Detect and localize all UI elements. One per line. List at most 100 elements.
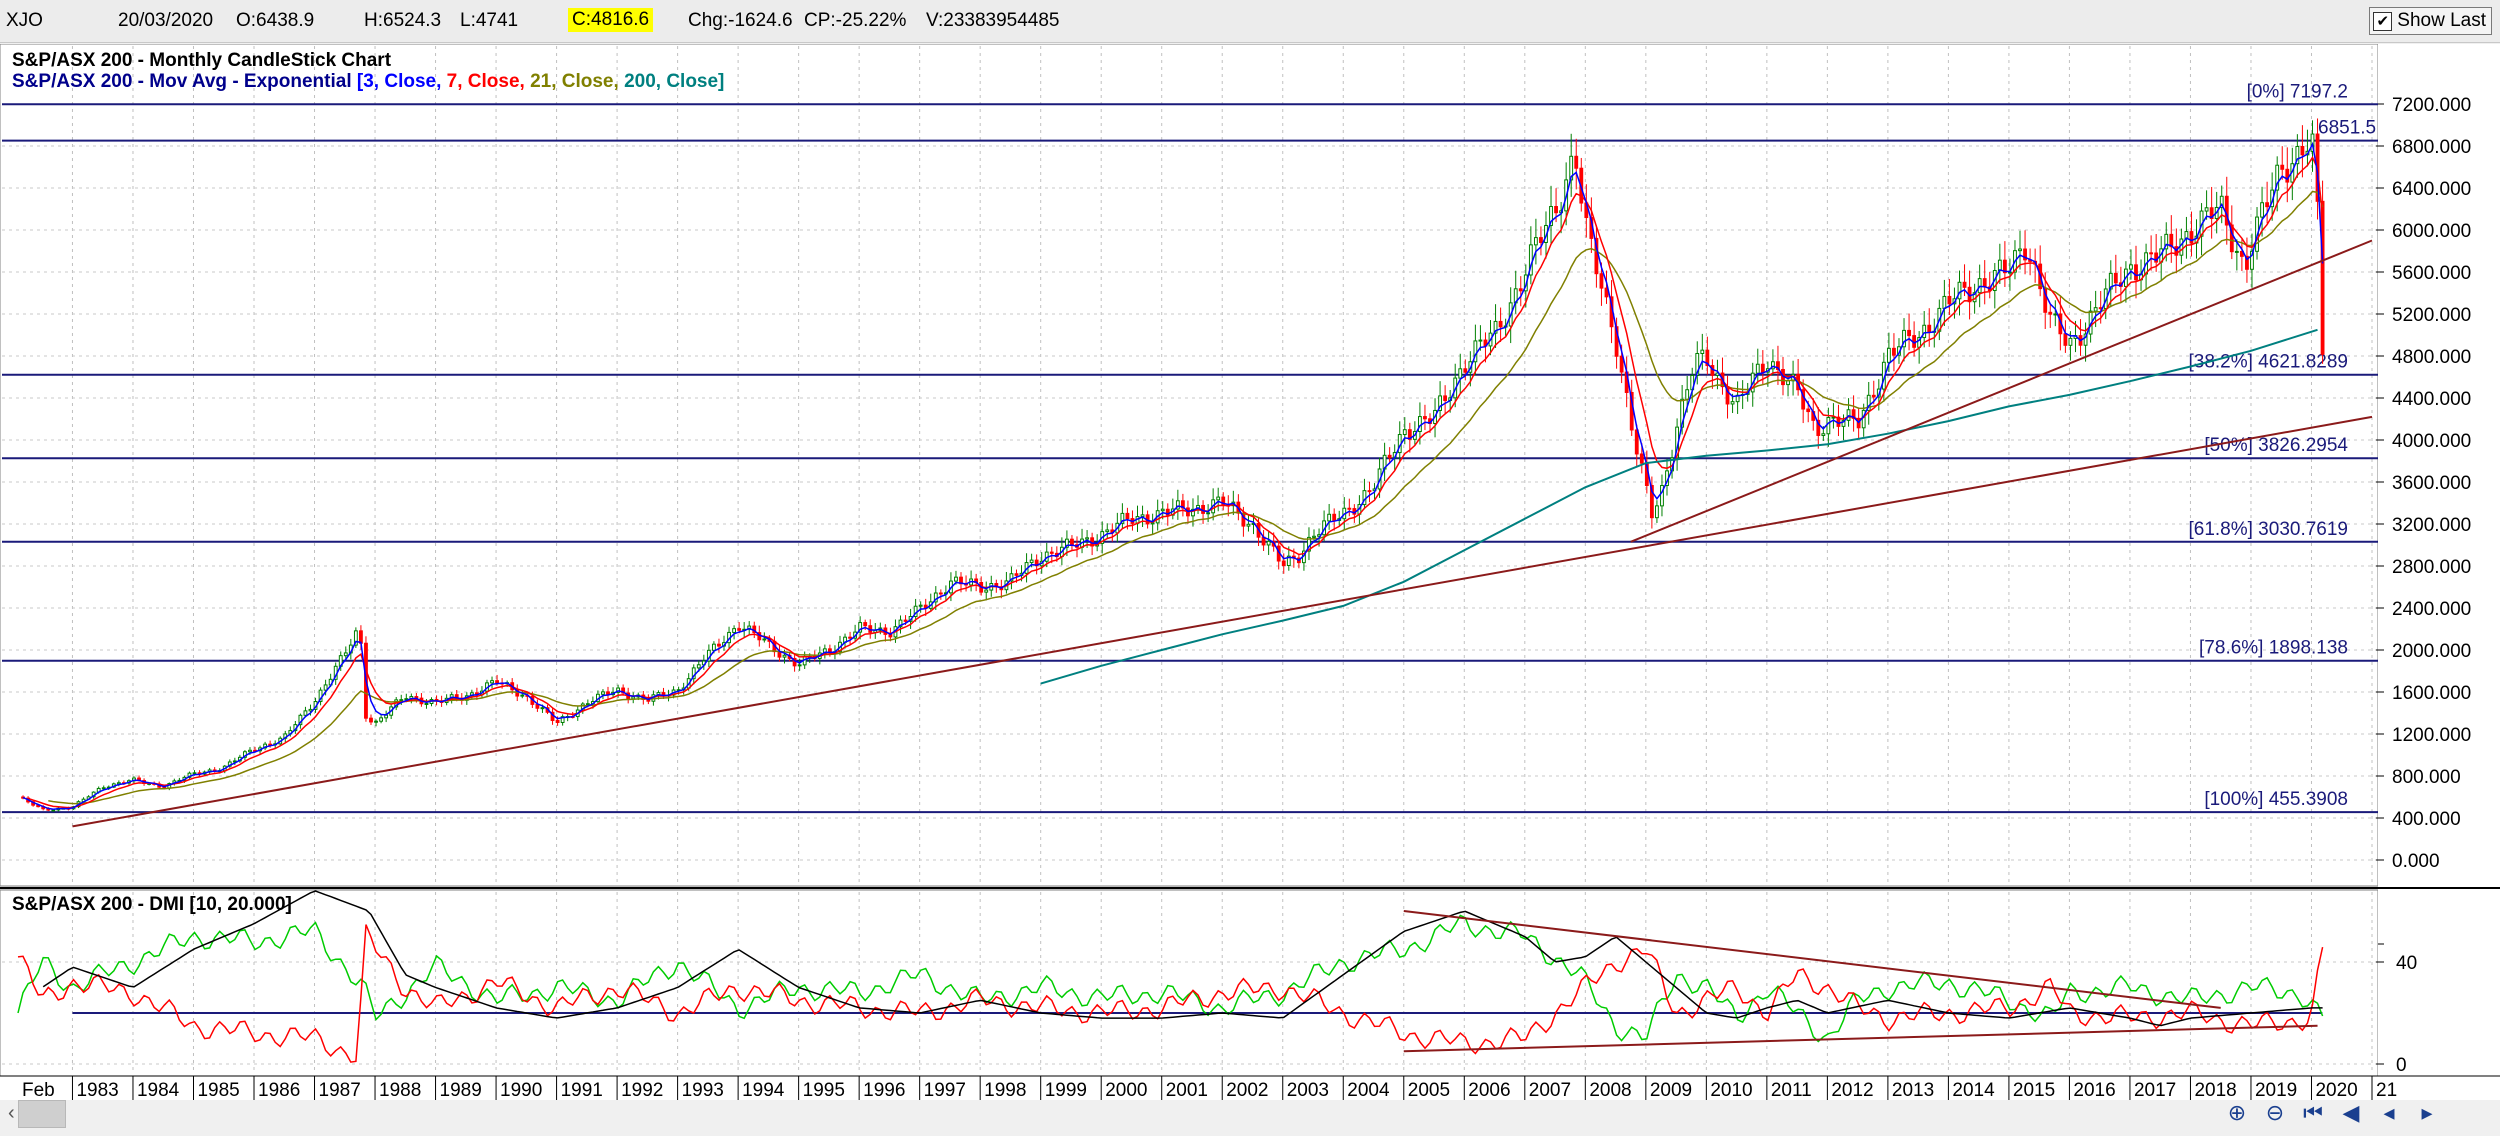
candle-body xyxy=(1902,329,1906,348)
step-right-icon[interactable]: ▸ xyxy=(2421,1100,2433,1125)
candle-body xyxy=(2164,233,2169,250)
quote-bar: XJO 20/03/2020 O:6438.9 H:6524.3 L:4741 … xyxy=(0,0,2500,43)
candle-body xyxy=(954,576,958,582)
price-tick-label: 400.000 xyxy=(2392,809,2461,830)
candle-body xyxy=(2083,333,2088,346)
change-percent-value: CP:-25.22% xyxy=(804,10,907,31)
candle-body xyxy=(248,749,252,753)
candle-body xyxy=(1473,340,1478,363)
candle-body xyxy=(1705,349,1710,367)
candle-body xyxy=(308,708,313,712)
candle-body xyxy=(1695,353,1700,376)
price-tick-label: 2000.000 xyxy=(2392,641,2471,662)
show-last-checkbox[interactable]: ✔ xyxy=(2373,11,2393,31)
candle-body xyxy=(2063,333,2068,346)
price-tick-label: 3600.000 xyxy=(2392,473,2471,494)
volume-value: V:23383954485 xyxy=(926,10,1060,31)
candle-body xyxy=(2260,202,2264,218)
show-last-label: Show Last xyxy=(2397,10,2486,31)
candle-body xyxy=(343,652,348,657)
candle-body xyxy=(2189,231,2194,244)
candle-body xyxy=(1776,361,1780,371)
candle-body xyxy=(520,694,525,697)
candle-body xyxy=(2149,252,2154,255)
candle-body xyxy=(1841,419,1846,427)
candle-body xyxy=(1367,490,1372,493)
fibonacci-label: [78.6%] 1898.138 xyxy=(2199,638,2348,659)
candle-body xyxy=(918,604,923,607)
candle-body xyxy=(762,638,767,641)
jump-first-icon[interactable]: ⏮ xyxy=(2303,1100,2323,1125)
time-axis-label: 1988 xyxy=(379,1080,421,1101)
fibonacci-label: [61.8%] 3030.7619 xyxy=(2188,519,2348,540)
trendline xyxy=(1630,239,2373,543)
candle-body xyxy=(1029,559,1034,564)
plus-di-line xyxy=(17,914,2324,1043)
dmi-tick-label: 0 xyxy=(2396,1055,2407,1076)
candle-body xyxy=(1907,329,1911,337)
candle-body xyxy=(1770,361,1775,370)
time-axis-label: 1991 xyxy=(561,1080,603,1101)
time-axis-label: 1998 xyxy=(984,1080,1026,1101)
candle-body xyxy=(691,667,696,680)
candle-body xyxy=(1700,349,1705,355)
zoom-out-icon[interactable]: ⊖ xyxy=(2265,1100,2285,1125)
candle-body xyxy=(1831,416,1836,419)
candle-body xyxy=(1922,324,1927,339)
overlay-label: S&P/ASX 200 - Mov Avg - Exponential [3, … xyxy=(12,71,724,92)
candle-body xyxy=(2285,168,2290,183)
trendline xyxy=(72,415,2373,828)
time-axis-label: 2007 xyxy=(1529,1080,1571,1101)
candle-body xyxy=(1821,433,1826,436)
candle-body xyxy=(1518,288,1523,292)
candle-body xyxy=(560,716,565,723)
time-axis-label: 2016 xyxy=(2073,1080,2115,1101)
candle-body xyxy=(1886,347,1891,363)
adx-line xyxy=(42,890,2323,1027)
candle-body xyxy=(1332,513,1337,521)
horizontal-scrollbar-thumb[interactable] xyxy=(18,1100,66,1128)
low-value: L:4741 xyxy=(460,10,519,31)
zoom-in-icon[interactable]: ⊕ xyxy=(2227,1100,2247,1125)
time-axis-label: 2019 xyxy=(2255,1080,2297,1101)
candle-body xyxy=(1064,538,1069,548)
candle-body xyxy=(1927,324,1932,333)
show-last-toggle[interactable]: ✔ Show Last xyxy=(2369,7,2492,35)
time-axis-label: 2013 xyxy=(1892,1080,1934,1101)
candle-body xyxy=(1347,507,1352,510)
time-axis-label: 1983 xyxy=(76,1080,118,1101)
time-axis-label: 1993 xyxy=(682,1080,724,1101)
price-tick-label: 5200.000 xyxy=(2392,305,2471,326)
candle-body xyxy=(449,694,454,699)
price-tick-label: 6400.000 xyxy=(2392,179,2471,200)
step-left-icon[interactable]: ◂ xyxy=(2383,1100,2395,1125)
candle-body xyxy=(1982,278,1987,288)
chart-area[interactable]: 0.000 400.000 800.000 1200.000 1600.000 2000.… xyxy=(0,44,2500,1136)
symbol-label: XJO xyxy=(6,10,43,31)
time-axis-label: 2012 xyxy=(1831,1080,1873,1101)
time-axis-label: 2004 xyxy=(1347,1080,1390,1101)
candle-body xyxy=(1554,205,1558,214)
candle-body xyxy=(1730,401,1735,405)
candle-body xyxy=(2219,195,2224,208)
candle-body xyxy=(2048,311,2053,315)
chevron-left-icon[interactable]: ‹ xyxy=(8,1102,15,1124)
time-axis-label: 2017 xyxy=(2134,1080,2176,1101)
candle-body xyxy=(1755,363,1760,374)
time-axis-label: 2015 xyxy=(2013,1080,2055,1101)
candle-body xyxy=(717,643,721,647)
candle-body xyxy=(903,619,908,622)
candle-body xyxy=(1009,573,1014,582)
candle-body xyxy=(2129,264,2133,270)
page-left-icon[interactable]: ◀ xyxy=(2342,1100,2360,1125)
fibonacci-label: [50%] 3826.2954 xyxy=(2204,435,2348,456)
candle-body xyxy=(2093,307,2098,312)
candle-body xyxy=(2280,164,2285,170)
candle-body xyxy=(1216,496,1221,501)
candle-body xyxy=(2179,238,2184,256)
time-axis-label: 1985 xyxy=(197,1080,239,1101)
time-axis-label: 2010 xyxy=(1710,1080,1752,1101)
price-tick-label: 4000.000 xyxy=(2392,431,2471,452)
chart-svg[interactable]: 0.000 400.000 800.000 1200.000 1600.000 2000.… xyxy=(0,44,2500,1136)
candle-body xyxy=(495,680,499,684)
